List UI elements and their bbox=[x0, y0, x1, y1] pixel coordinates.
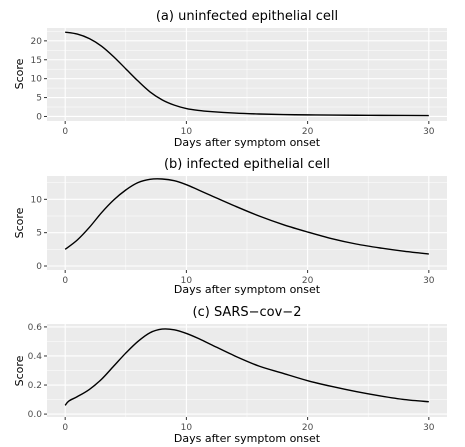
panel-a-series-line-0 bbox=[65, 31, 429, 117]
panel-a-y-tick-label: 0 bbox=[36, 112, 42, 122]
panel-c-y-axis-title: Score bbox=[13, 355, 26, 386]
panel-c-y-tick-label: 0.0 bbox=[28, 410, 43, 420]
panel-c-x-tick-label: 30 bbox=[423, 423, 435, 433]
panel-b-y-tick-label: 0 bbox=[36, 262, 42, 272]
panel-c-y-tick-label: 0.4 bbox=[28, 352, 43, 362]
panel-a-y-axis-title: Score bbox=[13, 58, 26, 89]
panel-b-plot-area: 0 10 20 30 0 5 10 bbox=[31, 176, 447, 286]
panel-b-x-tick-label: 0 bbox=[62, 276, 68, 286]
panel-c-sars-cov-2: 0 10 20 30 0.0 0.2 0.4 0.6 (c) SARS−cov−2 Days … bbox=[13, 305, 447, 445]
panel-c-y-tick-label: 0.2 bbox=[28, 381, 42, 391]
panel-c-series-line-0 bbox=[64, 328, 429, 406]
panel-b-y-tick-label: 10 bbox=[31, 195, 43, 205]
panel-b-x-axis-title: Days after symptom onset bbox=[174, 283, 321, 296]
panel-b-x-tick-label: 20 bbox=[302, 276, 314, 286]
panel-a-y-tick-label: 10 bbox=[31, 75, 43, 85]
panel-a-uninfected-epithelial-cell: 0 10 20 30 0 5 10 15 20 (a) uninfected epithelia… bbox=[13, 9, 447, 149]
panel-a-y-tick-label: 15 bbox=[31, 56, 42, 66]
panel-a-x-tick-label: 0 bbox=[62, 127, 68, 137]
panel-b-y-tick-label: 5 bbox=[36, 229, 42, 239]
panel-c-y-tick-label: 0.6 bbox=[28, 323, 43, 333]
panel-b-series-line-0 bbox=[64, 178, 429, 255]
panel-a-x-tick-label: 30 bbox=[423, 127, 435, 137]
panel-b-infected-epithelial-cell: 0 10 20 30 0 5 10 (b) infected epithelial cell… bbox=[13, 157, 447, 296]
panel-c-x-tick-label: 20 bbox=[302, 423, 314, 433]
panel-c-x-tick-label: 10 bbox=[181, 423, 193, 433]
panel-c-x-tick-label: 0 bbox=[62, 423, 68, 433]
panel-a-title: (a) uninfected epithelial cell bbox=[156, 9, 338, 24]
panel-b-y-axis-title: Score bbox=[13, 207, 26, 238]
panel-c-title: (c) SARS−cov−2 bbox=[193, 305, 302, 320]
panel-c-plot-area: 0 10 20 30 0.0 0.2 0.4 0.6 bbox=[28, 323, 447, 433]
panel-b-x-tick-label: 10 bbox=[181, 276, 193, 286]
panel-a-x-axis-title: Days after symptom onset bbox=[174, 136, 321, 149]
panel-b-title: (b) infected epithelial cell bbox=[164, 157, 330, 172]
panel-a-plot-area: 0 10 20 30 0 5 10 15 20 bbox=[31, 28, 447, 137]
panel-b-x-tick-label: 30 bbox=[423, 276, 435, 286]
panel-a-x-tick-label: 10 bbox=[181, 127, 193, 137]
panel-c-x-axis-title: Days after symptom onset bbox=[174, 432, 321, 445]
panel-a-x-tick-label: 20 bbox=[302, 127, 314, 137]
panel-a-y-tick-label: 5 bbox=[36, 94, 42, 104]
panel-a-y-tick-label: 20 bbox=[31, 37, 43, 47]
